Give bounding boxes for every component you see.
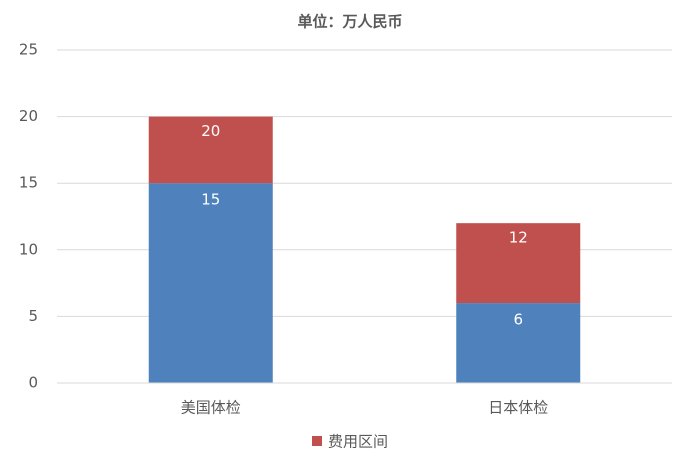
y-tick-label: 5 — [28, 307, 38, 325]
chart-title: 单位：万人民币 — [297, 13, 402, 31]
y-tick-label: 25 — [19, 41, 38, 59]
legend-swatch — [312, 436, 322, 446]
x-tick-label: 日本体检 — [488, 399, 548, 417]
data-label: 20 — [201, 122, 220, 140]
data-label: 12 — [509, 229, 528, 247]
data-label: 6 — [513, 311, 523, 329]
base-bar — [456, 303, 581, 383]
range-bar — [148, 116, 273, 184]
base-bar — [148, 183, 273, 383]
y-tick-label: 15 — [19, 174, 38, 192]
y-tick-label: 10 — [19, 240, 38, 258]
data-label: 15 — [201, 191, 220, 209]
y-tick-label: 20 — [19, 107, 38, 125]
range-bar — [456, 223, 581, 304]
y-tick-label: 0 — [28, 374, 38, 392]
legend-label: 费用区间 — [328, 433, 388, 451]
x-tick-label: 美国体检 — [181, 399, 241, 417]
